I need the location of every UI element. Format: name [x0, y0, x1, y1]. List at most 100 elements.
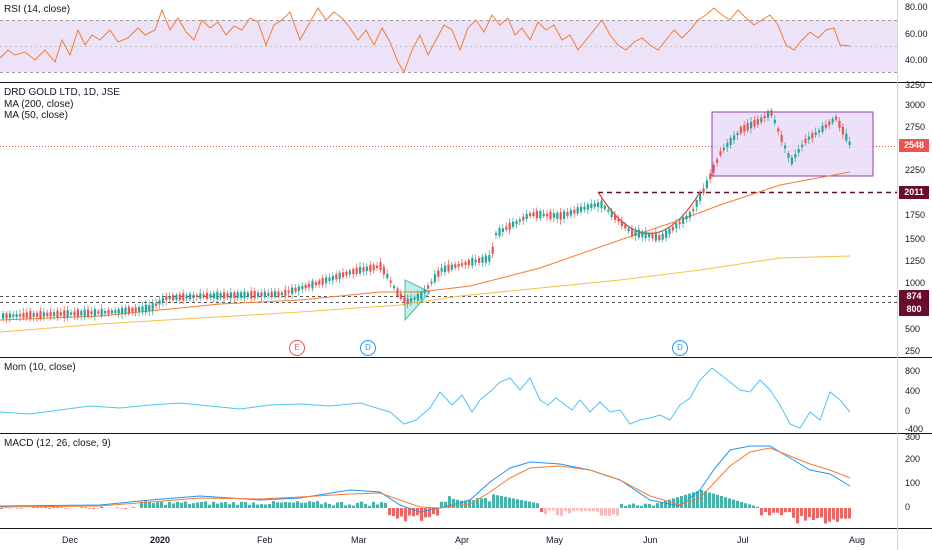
candle-body [675, 223, 678, 229]
macd-bar [176, 501, 179, 508]
macd-tick: 200 [905, 454, 920, 464]
candle-body [743, 125, 746, 132]
macd-bar [732, 499, 735, 508]
candle-body [457, 263, 460, 267]
candle-body [440, 267, 443, 272]
candle-body [828, 121, 831, 126]
candle-body [56, 310, 59, 318]
macd-bar [716, 494, 719, 508]
macd-bar [740, 502, 743, 508]
macd-bar [504, 496, 507, 508]
candle-body [311, 280, 314, 289]
macd-bar [824, 508, 827, 524]
candle-body [770, 110, 773, 116]
candle-body [542, 213, 545, 217]
rsi-tick: 60.00 [905, 29, 928, 39]
candle-body [668, 228, 671, 235]
price-tick: 2250 [905, 165, 925, 175]
dividend-marker[interactable]: D [360, 340, 376, 356]
candle-body [70, 312, 73, 315]
candle-body [838, 120, 841, 128]
macd-bar [612, 508, 615, 515]
candle-body [359, 266, 362, 274]
candle-body [406, 298, 409, 305]
time-tick: May [546, 535, 564, 545]
macd-bar [564, 508, 567, 511]
macd-bar [620, 503, 623, 508]
candle-body [736, 132, 739, 136]
candle-body [5, 313, 8, 319]
macd-bar [828, 508, 831, 522]
candle-body [229, 292, 232, 299]
earnings-marker[interactable]: E [289, 340, 305, 356]
candle-body [624, 224, 627, 229]
candle-body [144, 304, 147, 313]
candle-body [151, 302, 154, 311]
macd-bar [260, 504, 263, 508]
macd-bar [320, 504, 323, 508]
macd-bar [632, 503, 635, 508]
candle-body [430, 281, 433, 284]
candle-body [478, 257, 481, 263]
candle-body [59, 312, 62, 316]
candle-body [665, 230, 668, 238]
macd-histogram [0, 490, 851, 524]
macd-bar [628, 504, 631, 508]
macd-bar [116, 507, 119, 508]
level-tag-874: 874 [899, 290, 929, 303]
candle-body [610, 210, 613, 218]
candle-body [603, 206, 606, 210]
macd-bar [616, 508, 619, 516]
price-tick: 1000 [905, 278, 925, 288]
macd-bar [220, 502, 223, 508]
candle-body [583, 206, 586, 210]
candle-body [688, 212, 691, 218]
dividend-marker[interactable]: D [672, 340, 688, 356]
candle-body [474, 259, 477, 263]
macd-bar [292, 502, 295, 508]
macd-bar [652, 505, 655, 508]
macd-bar [312, 502, 315, 508]
candle-body [709, 173, 712, 180]
candle-body [131, 307, 134, 312]
candle-body [682, 216, 685, 224]
candle-body [308, 283, 311, 288]
candle-body [454, 264, 457, 268]
candle-body [155, 303, 158, 306]
candle-body [277, 291, 280, 297]
price-tick: 500 [905, 324, 920, 334]
candle-body [63, 310, 66, 318]
candle-body [539, 210, 542, 219]
candle-body [597, 202, 600, 207]
macd-bar [256, 504, 259, 508]
macd-bar [748, 504, 751, 508]
candle-body [396, 288, 399, 297]
candle-body [566, 211, 569, 216]
candle-body [165, 295, 168, 301]
macd-tick: 300 [905, 432, 920, 442]
candle-body [104, 311, 107, 314]
macd-bar [488, 501, 491, 508]
candle-body [654, 233, 657, 241]
macd-bar [64, 508, 67, 509]
macd-bar [796, 508, 799, 524]
candle-body [114, 310, 117, 313]
macd-bar [60, 507, 63, 508]
candle-body [614, 214, 617, 220]
macd-bar [548, 508, 551, 511]
mom-label: Mom (10, close) [4, 362, 76, 373]
candle-body [376, 265, 379, 269]
candle-body [420, 292, 423, 300]
macd-bar [156, 502, 159, 508]
macd-bar [92, 508, 95, 509]
candle-body [250, 290, 253, 299]
macd-bar [160, 501, 163, 508]
candle-body [841, 126, 844, 135]
candle-body [39, 311, 42, 319]
candle-body [491, 246, 494, 254]
candle-body [692, 208, 695, 211]
macd-bar [528, 501, 531, 508]
macd-bar [708, 492, 711, 508]
candle-body [515, 220, 518, 224]
